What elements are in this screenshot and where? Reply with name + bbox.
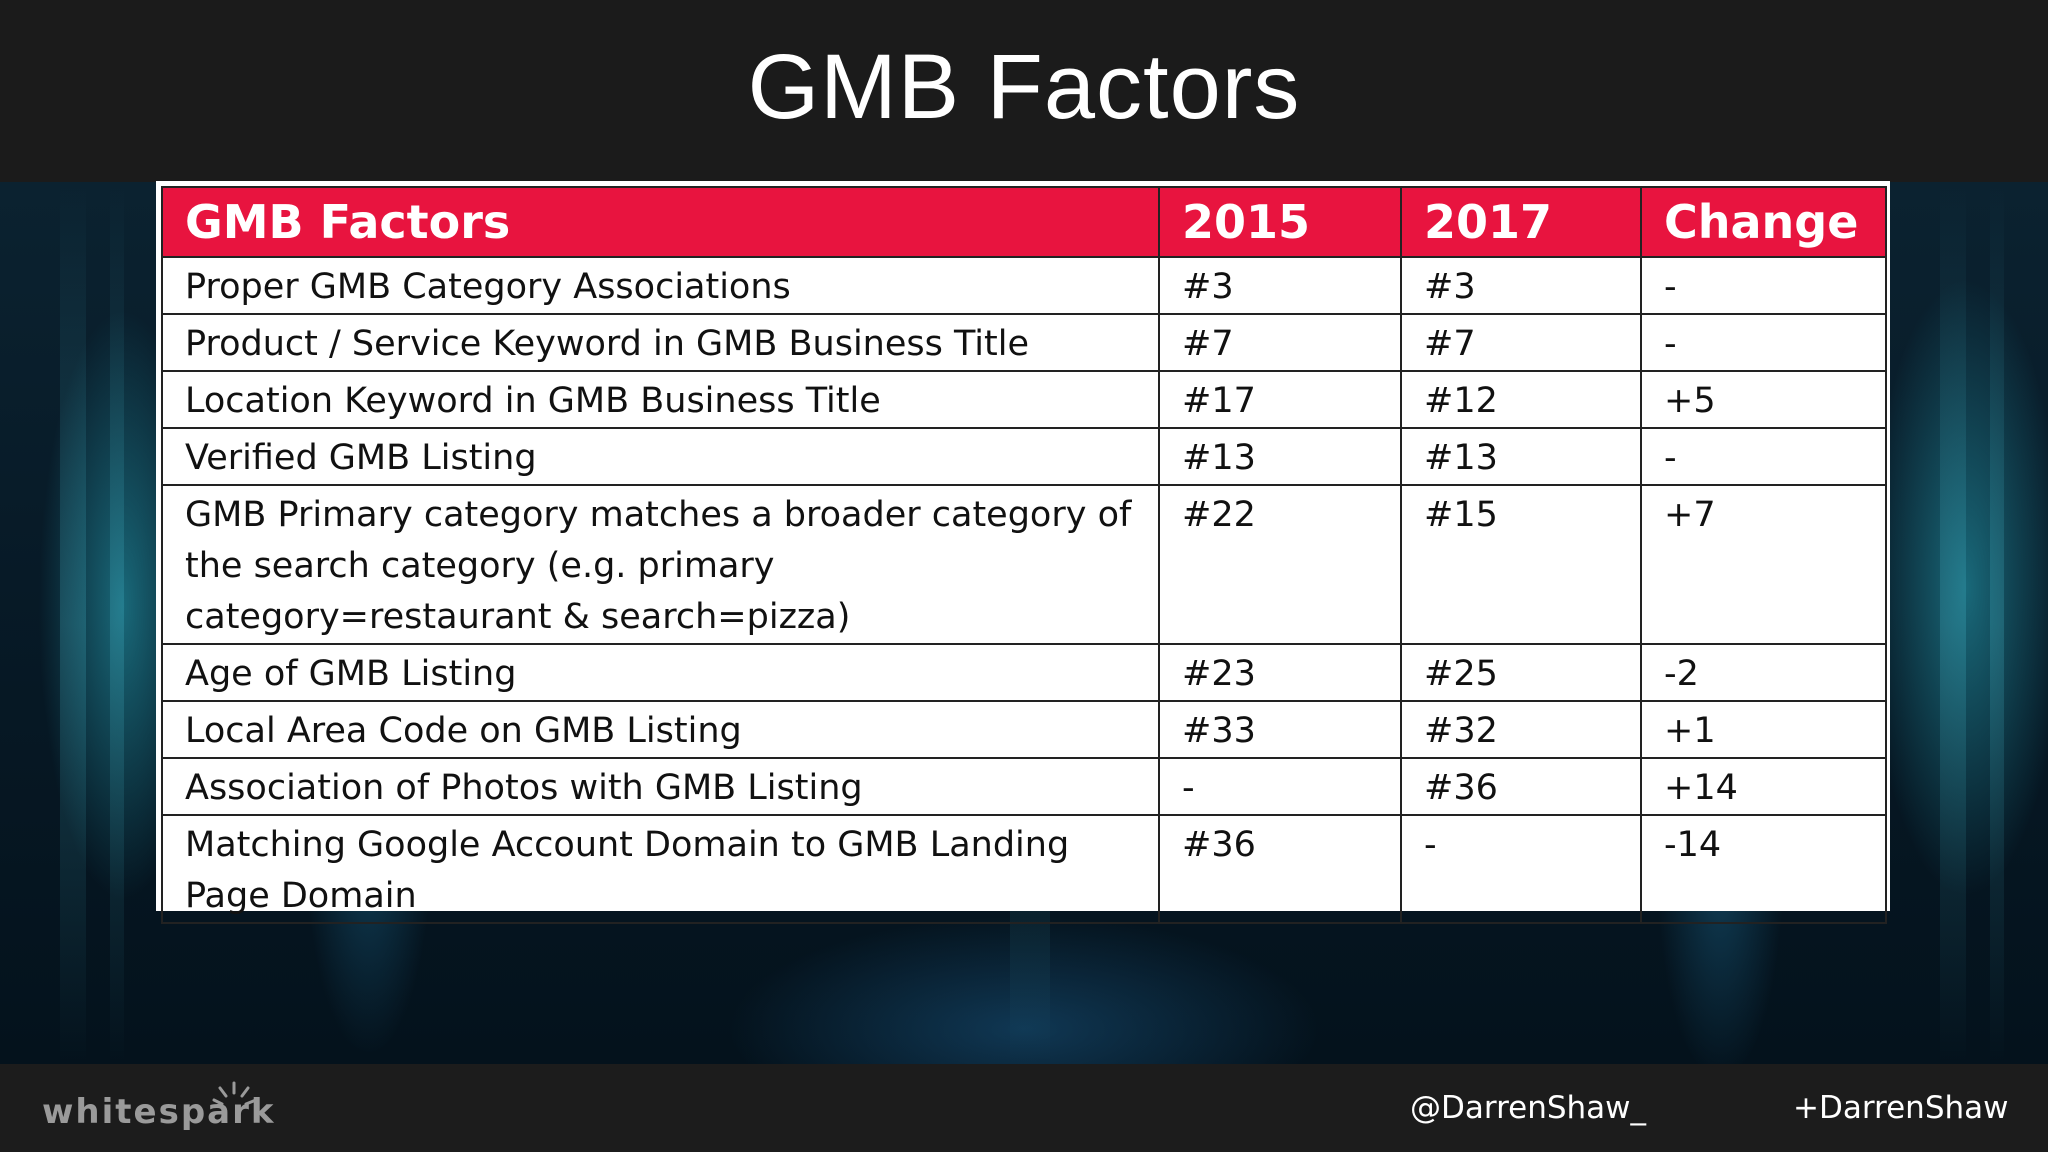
table-row: GMB Primary category matches a broader c… [161,484,1887,645]
table-row: Product / Service Keyword in GMB Busines… [161,313,1887,372]
rank-2015-cell: #33 [1158,700,1402,759]
rank-2017-cell: #36 [1400,757,1642,816]
rank-2015-cell: #17 [1158,370,1402,429]
factor-cell: Product / Service Keyword in GMB Busines… [161,313,1160,372]
rank-2017-cell: #25 [1400,643,1642,702]
change-cell: +5 [1640,370,1887,429]
rank-2015-cell: #23 [1158,643,1402,702]
rank-2017-cell: #13 [1400,427,1642,486]
factor-cell: Proper GMB Category Associations [161,256,1160,315]
factor-cell: Age of GMB Listing [161,643,1160,702]
column-header-2015: 2015 [1158,186,1402,258]
change-cell: - [1640,427,1887,486]
factor-cell: Association of Photos with GMB Listing [161,757,1160,816]
change-cell: - [1640,313,1887,372]
rank-2015-cell: #36 [1158,814,1402,924]
footer-bar [0,1064,2048,1152]
light-beam [1940,182,1966,1064]
table-row: Age of GMB Listing #23 #25 -2 [161,643,1887,702]
factor-cell: Matching Google Account Domain to GMB La… [161,814,1160,924]
rank-2015-cell: #22 [1158,484,1402,645]
whitespark-logo: whitespark [42,1092,276,1132]
rank-2017-cell: #32 [1400,700,1642,759]
rank-2017-cell: #3 [1400,256,1642,315]
light-beam [110,182,124,1064]
change-cell: +1 [1640,700,1887,759]
factor-cell: Verified GMB Listing [161,427,1160,486]
rank-2015-cell: #7 [1158,313,1402,372]
table-header-row: GMB Factors 2015 2017 Change [161,186,1887,258]
light-beam [60,182,86,1064]
change-cell: -14 [1640,814,1887,924]
change-cell: +7 [1640,484,1887,645]
column-header-change: Change [1640,186,1887,258]
column-header-factor: GMB Factors [161,186,1160,258]
rank-2015-cell: #3 [1158,256,1402,315]
rank-2017-cell: - [1400,814,1642,924]
table-row: Location Keyword in GMB Business Title #… [161,370,1887,429]
table-row: Matching Google Account Domain to GMB La… [161,814,1887,924]
change-cell: - [1640,256,1887,315]
twitter-handle: @DarrenShaw_ [1410,1090,1647,1126]
factors-table-frame: GMB Factors 2015 2017 Change Proper GMB … [156,181,1890,924]
rank-2015-cell: #13 [1158,427,1402,486]
table-row: Proper GMB Category Associations #3 #3 - [161,256,1887,315]
rank-2017-cell: #12 [1400,370,1642,429]
table-row: Local Area Code on GMB Listing #33 #32 +… [161,700,1887,759]
slide-title: GMB Factors [747,35,1301,138]
change-cell: -2 [1640,643,1887,702]
factor-cell: GMB Primary category matches a broader c… [161,484,1160,645]
table-row: Verified GMB Listing #13 #13 - [161,427,1887,486]
light-beam [1990,182,2004,1064]
gplus-handle: +DarrenShaw [1793,1090,2009,1126]
rank-2017-cell: #15 [1400,484,1642,645]
factor-cell: Location Keyword in GMB Business Title [161,370,1160,429]
spark-burst-icon [212,1081,258,1106]
factors-table: GMB Factors 2015 2017 Change Proper GMB … [161,186,1887,924]
rank-2015-cell: - [1158,757,1402,816]
title-bar: GMB Factors [0,0,2048,182]
column-header-2017: 2017 [1400,186,1642,258]
rank-2017-cell: #7 [1400,313,1642,372]
factor-cell: Local Area Code on GMB Listing [161,700,1160,759]
table-row: Association of Photos with GMB Listing -… [161,757,1887,816]
change-cell: +14 [1640,757,1887,816]
